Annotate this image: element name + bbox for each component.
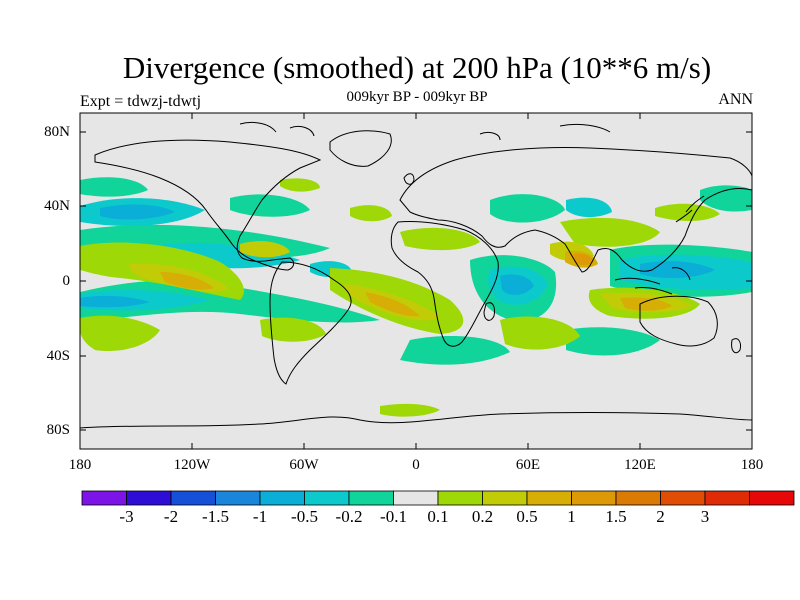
lat-label-80n: 80N xyxy=(44,124,70,140)
colorbar-label: -0.2 xyxy=(335,507,363,526)
arctic-islands-coast xyxy=(239,121,611,141)
colorbar-swatch-14 xyxy=(704,490,750,506)
lon-label-120e: 120E xyxy=(624,457,656,473)
colorbar-swatch-10 xyxy=(526,490,572,506)
colorbar-label: 0.1 xyxy=(427,507,449,526)
uk-coast xyxy=(403,173,415,185)
australia-coast xyxy=(639,295,718,347)
lon-label-60w: 60W xyxy=(289,457,319,473)
lat-label-40n: 40N xyxy=(44,198,70,214)
colorbar-swatch-4 xyxy=(259,490,305,506)
colorbar-label: -1 xyxy=(252,507,268,526)
colorbar-swatch-7 xyxy=(393,490,439,506)
colorbar-swatch-0 xyxy=(81,490,127,506)
colorbar-swatch-8 xyxy=(437,490,483,506)
colorbar-label: 1 xyxy=(567,507,576,526)
lon-label-120w: 120W xyxy=(173,457,211,473)
experiment-label: Expt = tdwzj-tdwtj xyxy=(80,93,202,110)
lat-label-0: 0 xyxy=(62,273,71,289)
africa-coast xyxy=(390,221,499,347)
colorbar-label: 0.2 xyxy=(471,507,494,526)
colorbar-label: 2 xyxy=(656,507,665,526)
colorbar-swatch-13 xyxy=(660,490,706,506)
antarctica-coast xyxy=(80,412,752,429)
japan-coast xyxy=(675,195,705,223)
north-america-coast xyxy=(94,139,322,271)
europe-asia-coast xyxy=(399,147,752,273)
colorbar-swatch-1 xyxy=(126,490,172,506)
colorbar-swatch-11 xyxy=(571,490,617,506)
colorbar-swatch-2 xyxy=(170,490,216,506)
lon-label-180e: 180 xyxy=(740,457,764,473)
plot-subtitle: 009kyr BP - 009kyr BP xyxy=(346,89,488,105)
lat-label-40s: 40S xyxy=(46,348,70,364)
plot-title: Divergence (smoothed) at 200 hPa (10**6 … xyxy=(122,50,712,85)
colorbar-swatch-3 xyxy=(215,490,261,506)
south-america-coast xyxy=(269,261,352,385)
new-zealand-coast xyxy=(731,338,741,354)
coastlines xyxy=(80,121,752,429)
colorbar-label: -0.1 xyxy=(380,507,407,526)
colorbar-label: -0.5 xyxy=(291,507,318,526)
lon-label-180w: 180 xyxy=(68,457,92,473)
stronger-divergence-areas xyxy=(574,253,594,265)
colorbar-label: 0.5 xyxy=(516,507,538,526)
colorbar-label: -1.5 xyxy=(202,507,229,526)
season-label: ANN xyxy=(718,91,753,108)
lon-label-0: 0 xyxy=(412,457,420,473)
colorbar-label: 3 xyxy=(700,507,710,526)
colorbar-label: 1.5 xyxy=(605,507,627,526)
colorbar-swatch-5 xyxy=(304,490,350,506)
colorbar-swatch-6 xyxy=(348,490,394,506)
colorbar-swatch-9 xyxy=(482,490,528,506)
lon-label-60e: 60E xyxy=(515,457,541,473)
colorbar-label: -2 xyxy=(163,507,179,526)
lat-label-80s: 80S xyxy=(46,422,70,438)
indonesia-coast xyxy=(614,267,691,295)
axis-ticks xyxy=(80,113,752,449)
greenland-coast xyxy=(329,130,392,167)
colorbar-swatch-15 xyxy=(749,490,795,506)
colorbar xyxy=(81,490,795,506)
divergence-field xyxy=(80,177,752,417)
weak-convergence-areas xyxy=(80,177,752,365)
colorbar-label: -3 xyxy=(119,507,134,526)
strong-divergence-areas xyxy=(160,250,672,317)
madagascar-coast xyxy=(483,302,495,321)
colorbar-swatch-12 xyxy=(615,490,661,506)
